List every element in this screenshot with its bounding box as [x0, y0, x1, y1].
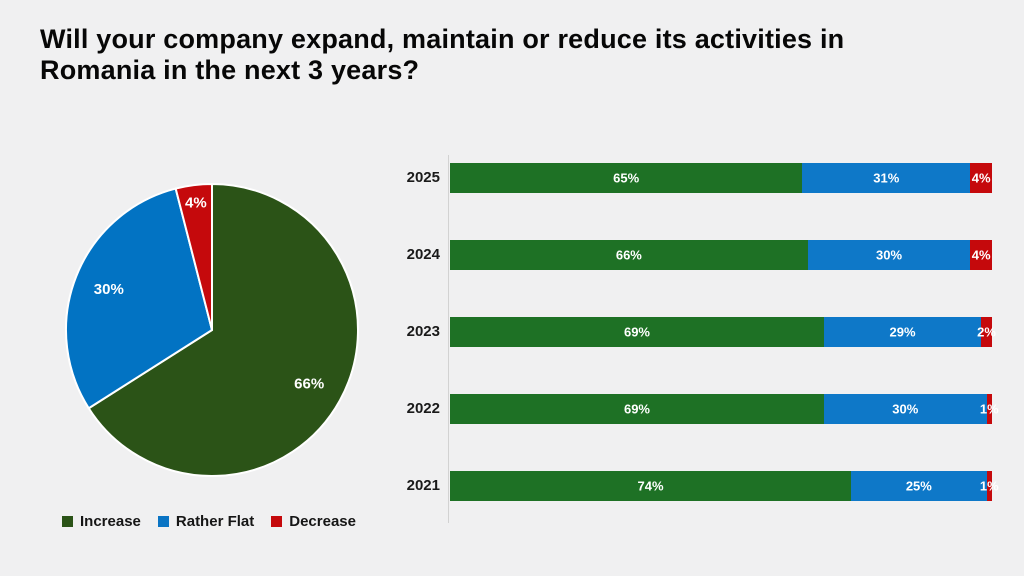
bar-segment-decrease-2021: 1% [980, 471, 999, 501]
bar-value-label-decrease-2022: 1% [979, 401, 999, 417]
bar-value-label-rather-flat-2023: 29% [889, 324, 916, 340]
year-label-2022: 2022 [406, 400, 440, 417]
bar-row-2024: 2024 66% 30% 4% [395, 240, 992, 270]
bar-value-label-increase-2025: 65% [613, 170, 640, 186]
year-label-2025: 2025 [406, 169, 440, 186]
bar-segment-increase-2024: 66% [450, 240, 808, 270]
legend-label-rather-flat: Rather Flat [175, 513, 255, 530]
legend-item-rather-flat: Rather Flat [157, 513, 255, 530]
bar-value-label-rather-flat-2025: 31% [873, 170, 900, 186]
pie-chart-container: 66% 30% 4% [62, 180, 362, 480]
bar-track-2023: 69% 29% 2% [450, 317, 996, 347]
pie-value-label-decrease: 4% [185, 195, 207, 212]
bar-track-2021: 74% 25% 1% [450, 471, 999, 501]
bar-segment-decrease-2025: 4% [970, 163, 992, 193]
bar-segment-rather-flat-2021: 25% [851, 471, 987, 501]
bar-segment-rather-flat-2023: 29% [823, 317, 982, 347]
legend-item-increase: Increase [62, 513, 141, 530]
page-title-line-2: Romania in the next 3 years? [40, 55, 420, 85]
bar-track-2022: 69% 30% 1% [450, 394, 999, 424]
bar-value-label-decrease-2025: 4% [971, 170, 991, 186]
pie-value-label-increase: 66% [294, 376, 324, 393]
bar-segment-rather-flat-2025: 31% [802, 163, 971, 193]
legend-label-decrease: Decrease [289, 513, 356, 530]
bar-row-2025: 2025 65% 31% 4% [395, 163, 992, 193]
legend-swatch-increase [62, 516, 73, 527]
bar-segment-decrease-2022: 1% [980, 394, 999, 424]
bar-value-label-increase-2022: 69% [623, 401, 650, 417]
bar-track-2025: 65% 31% 4% [450, 163, 992, 193]
bar-segment-increase-2021: 74% [450, 471, 852, 501]
year-label-2024: 2024 [406, 246, 440, 263]
legend-swatch-rather-flat [157, 516, 169, 527]
bar-value-label-increase-2024: 66% [615, 247, 642, 263]
bar-segment-increase-2022: 69% [450, 394, 824, 424]
bar-segment-decrease-2023: 2% [977, 317, 996, 347]
bar-track-2024: 66% 30% 4% [450, 240, 992, 270]
bar-value-label-decrease-2021: 1% [979, 478, 999, 494]
bar-value-label-rather-flat-2021: 25% [905, 478, 932, 494]
bar-segment-decrease-2024: 4% [970, 240, 992, 270]
legend-swatch-decrease [271, 516, 283, 527]
page-title: Will your company expand, maintain or re… [40, 24, 844, 86]
bar-value-label-rather-flat-2024: 30% [876, 247, 903, 263]
pie-chart: 66% 30% 4% [65, 183, 359, 477]
bar-chart: 2025 65% 31% 4% 2024 66% 30% 4% 2023 69% 29% 2% 2022… [395, 155, 1024, 535]
pie-slice-decrease [174, 183, 213, 331]
bar-value-label-increase-2023: 69% [623, 324, 650, 340]
bar-value-label-decrease-2023: 2% [977, 324, 996, 340]
pie-value-label-rather-flat: 30% [94, 281, 124, 298]
bar-value-label-rather-flat-2022: 30% [892, 401, 919, 417]
bar-segment-rather-flat-2024: 30% [807, 240, 971, 270]
pie-slice-rather-flat [65, 187, 213, 410]
legend-label-increase: Increase [80, 513, 141, 530]
bar-row-2022: 2022 69% 30% 1% [395, 394, 999, 424]
bar-value-label-increase-2021: 74% [637, 478, 664, 494]
pie-slice-increase [87, 183, 359, 477]
bar-segment-increase-2025: 65% [450, 163, 803, 193]
chart-legend: Increase Rather Flat Decrease [62, 513, 356, 530]
page-title-line-1: Will your company expand, maintain or re… [40, 24, 845, 54]
legend-item-decrease: Decrease [271, 513, 356, 530]
bar-row-2023: 2023 69% 29% 2% [395, 317, 996, 347]
bar-row-2021: 2021 74% 25% 1% [395, 471, 999, 501]
bar-segment-rather-flat-2022: 30% [823, 394, 987, 424]
bar-segment-increase-2023: 69% [450, 317, 824, 347]
year-label-2021: 2021 [406, 477, 440, 494]
bar-value-label-decrease-2024: 4% [971, 247, 991, 263]
vertical-axis-line [448, 155, 449, 523]
year-label-2023: 2023 [406, 323, 440, 340]
